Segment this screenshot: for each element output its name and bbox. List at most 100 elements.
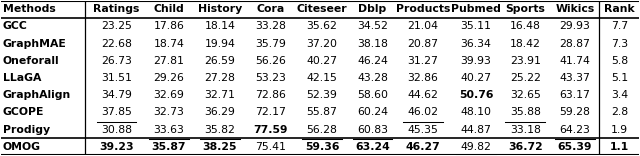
Text: 20.87: 20.87	[408, 39, 438, 49]
Text: 35.11: 35.11	[461, 22, 492, 32]
Text: 35.88: 35.88	[510, 107, 541, 117]
Text: Products: Products	[396, 4, 450, 14]
Text: 26.73: 26.73	[101, 56, 132, 66]
Text: 18.74: 18.74	[154, 39, 184, 49]
Text: 31.27: 31.27	[408, 56, 438, 66]
Text: 23.25: 23.25	[101, 22, 132, 32]
Text: 37.85: 37.85	[101, 107, 132, 117]
Text: 43.37: 43.37	[559, 73, 591, 83]
Text: 33.28: 33.28	[255, 22, 286, 32]
Text: 40.27: 40.27	[461, 73, 492, 83]
Text: 35.87: 35.87	[152, 142, 186, 152]
Text: GraphAlign: GraphAlign	[3, 90, 71, 100]
Text: 3.4: 3.4	[611, 90, 628, 100]
Text: 72.86: 72.86	[255, 90, 286, 100]
Text: 44.87: 44.87	[461, 124, 492, 134]
Text: 30.88: 30.88	[101, 124, 132, 134]
Text: Citeseer: Citeseer	[297, 4, 348, 14]
Text: GraphMAE: GraphMAE	[3, 39, 67, 49]
Text: 19.94: 19.94	[205, 39, 236, 49]
Text: 50.76: 50.76	[459, 90, 493, 100]
Text: 75.41: 75.41	[255, 142, 286, 152]
Text: 35.82: 35.82	[205, 124, 236, 134]
Text: Oneforall: Oneforall	[3, 56, 60, 66]
Text: 23.91: 23.91	[510, 56, 541, 66]
Text: 32.73: 32.73	[154, 107, 184, 117]
Text: 39.93: 39.93	[461, 56, 492, 66]
Text: 16.48: 16.48	[510, 22, 541, 32]
Text: 39.23: 39.23	[99, 142, 134, 152]
Text: 2.8: 2.8	[611, 107, 628, 117]
Text: 22.68: 22.68	[101, 39, 132, 49]
Text: Child: Child	[154, 4, 184, 14]
Text: 34.52: 34.52	[357, 22, 388, 32]
Text: 56.26: 56.26	[255, 56, 286, 66]
Text: 35.62: 35.62	[307, 22, 337, 32]
Text: 36.34: 36.34	[461, 39, 492, 49]
Text: 46.02: 46.02	[408, 107, 438, 117]
Text: Rank: Rank	[604, 4, 635, 14]
Text: 52.39: 52.39	[307, 90, 337, 100]
Text: 36.72: 36.72	[508, 142, 543, 152]
Text: 48.10: 48.10	[461, 107, 492, 117]
Text: 31.51: 31.51	[101, 73, 132, 83]
Text: History: History	[198, 4, 242, 14]
Text: 59.36: 59.36	[305, 142, 339, 152]
Text: 36.29: 36.29	[205, 107, 236, 117]
Text: Wikics: Wikics	[556, 4, 595, 14]
Text: 32.71: 32.71	[205, 90, 236, 100]
Text: 77.59: 77.59	[253, 124, 288, 134]
Text: 34.79: 34.79	[101, 90, 132, 100]
Text: 56.28: 56.28	[307, 124, 337, 134]
Text: 53.23: 53.23	[255, 73, 286, 83]
Text: 21.04: 21.04	[408, 22, 438, 32]
Text: 59.28: 59.28	[559, 107, 591, 117]
Text: Methods: Methods	[3, 4, 55, 14]
Text: 38.18: 38.18	[357, 39, 388, 49]
Text: 1.1: 1.1	[610, 142, 629, 152]
Text: 63.17: 63.17	[559, 90, 591, 100]
Text: OMOG: OMOG	[3, 142, 40, 152]
Text: 63.24: 63.24	[355, 142, 390, 152]
Text: 40.27: 40.27	[307, 56, 337, 66]
Text: 1.9: 1.9	[611, 124, 628, 134]
Text: 27.28: 27.28	[205, 73, 236, 83]
Text: 43.28: 43.28	[357, 73, 388, 83]
Text: 33.63: 33.63	[154, 124, 184, 134]
Text: Cora: Cora	[257, 4, 285, 14]
Text: 27.81: 27.81	[154, 56, 184, 66]
Text: 55.87: 55.87	[307, 107, 337, 117]
Text: 7.7: 7.7	[611, 22, 628, 32]
Text: 25.22: 25.22	[510, 73, 541, 83]
Text: 29.26: 29.26	[154, 73, 184, 83]
Text: 5.1: 5.1	[611, 73, 628, 83]
Text: GCOPE: GCOPE	[3, 107, 44, 117]
Text: 18.14: 18.14	[205, 22, 236, 32]
Text: 35.79: 35.79	[255, 39, 286, 49]
Text: 26.59: 26.59	[205, 56, 236, 66]
Text: GCC: GCC	[3, 22, 28, 32]
Text: LLaGA: LLaGA	[3, 73, 41, 83]
Text: 65.39: 65.39	[557, 142, 592, 152]
Text: 29.93: 29.93	[559, 22, 591, 32]
Text: 18.42: 18.42	[510, 39, 541, 49]
Text: 33.18: 33.18	[510, 124, 541, 134]
Text: 28.87: 28.87	[559, 39, 591, 49]
Text: 49.82: 49.82	[461, 142, 492, 152]
Text: 5.8: 5.8	[611, 56, 628, 66]
Text: Pubmed: Pubmed	[451, 4, 501, 14]
Text: 37.20: 37.20	[307, 39, 337, 49]
Text: 60.24: 60.24	[357, 107, 388, 117]
Text: Prodigy: Prodigy	[3, 124, 50, 134]
Text: 41.74: 41.74	[559, 56, 591, 66]
Text: 32.69: 32.69	[154, 90, 184, 100]
Text: Sports: Sports	[506, 4, 545, 14]
Text: 42.15: 42.15	[307, 73, 337, 83]
Text: 7.3: 7.3	[611, 39, 628, 49]
Text: 46.24: 46.24	[357, 56, 388, 66]
Text: 44.62: 44.62	[408, 90, 438, 100]
Text: 72.17: 72.17	[255, 107, 286, 117]
Text: Dblp: Dblp	[358, 4, 387, 14]
Text: Ratings: Ratings	[93, 4, 140, 14]
Text: 60.83: 60.83	[357, 124, 388, 134]
